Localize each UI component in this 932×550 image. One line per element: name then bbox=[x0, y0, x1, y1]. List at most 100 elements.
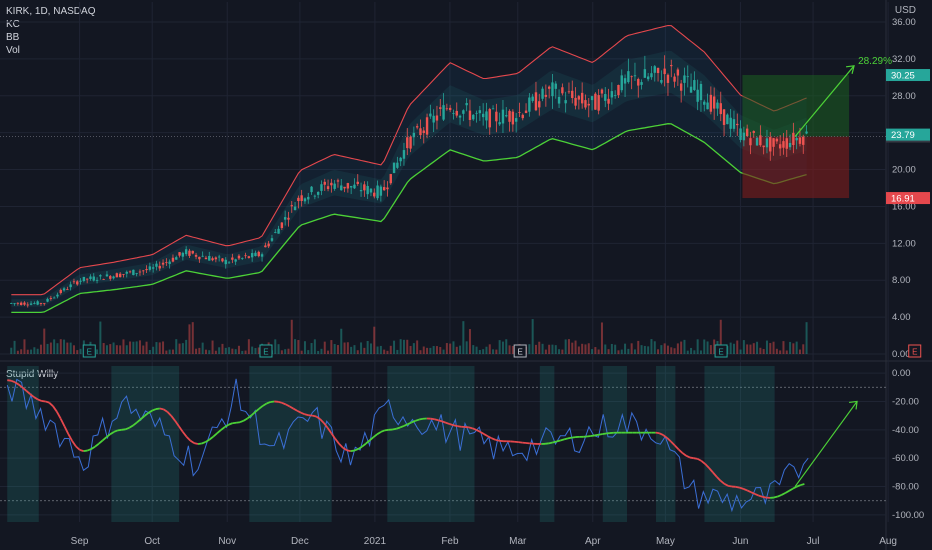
candle-body bbox=[630, 76, 633, 78]
volume-bar bbox=[211, 340, 214, 354]
willy-signal-line bbox=[392, 427, 397, 431]
indicator-vol[interactable]: Vol bbox=[6, 45, 20, 56]
candle-body bbox=[10, 303, 13, 304]
volume-bar bbox=[719, 319, 722, 354]
candle-body bbox=[43, 303, 46, 305]
volume-bar bbox=[676, 343, 679, 354]
volume-bar bbox=[224, 347, 227, 354]
candle-body bbox=[283, 217, 287, 220]
x-tick-label: 2021 bbox=[364, 536, 387, 547]
volume-bar bbox=[175, 339, 178, 354]
volume-bar bbox=[468, 329, 471, 354]
volume-bar bbox=[214, 350, 217, 354]
candle-body bbox=[693, 80, 696, 90]
candle-body bbox=[762, 145, 765, 148]
willy-signal-line bbox=[457, 425, 462, 428]
willy-signal-line bbox=[128, 424, 134, 429]
volume-bar bbox=[251, 346, 254, 354]
indicator-bb[interactable]: BB bbox=[6, 32, 20, 43]
willy-signal-line bbox=[323, 422, 329, 429]
candle-body bbox=[392, 162, 396, 173]
willy-signal-line bbox=[75, 445, 81, 451]
volume-bar bbox=[571, 342, 574, 354]
candle-body bbox=[191, 250, 194, 254]
volume-bar bbox=[350, 346, 353, 354]
candle-body bbox=[237, 255, 241, 259]
volume-bar bbox=[112, 342, 115, 354]
candle-body bbox=[435, 115, 439, 121]
candle-body bbox=[769, 137, 772, 152]
volume-bar bbox=[356, 350, 359, 354]
willy-signal-line bbox=[662, 434, 668, 439]
symbol-title[interactable]: KIRK, 1D, NASDAQ bbox=[6, 6, 96, 17]
volume-bar bbox=[66, 342, 69, 354]
candle-body bbox=[118, 273, 122, 278]
willy-signal-line bbox=[300, 411, 306, 416]
volume-bar bbox=[660, 345, 663, 354]
candle-body bbox=[802, 136, 805, 145]
indicator-kc[interactable]: KC bbox=[6, 19, 20, 30]
volume-bar bbox=[33, 347, 36, 354]
volume-bar bbox=[201, 342, 204, 354]
willy-signal-line bbox=[117, 428, 122, 432]
candle-body bbox=[419, 128, 422, 136]
willy-signal-line bbox=[224, 423, 229, 428]
volume-bar bbox=[280, 350, 283, 354]
volume-bar bbox=[386, 350, 389, 354]
candle-body bbox=[69, 284, 72, 288]
currency-label: USD bbox=[894, 5, 916, 16]
target-zone bbox=[742, 75, 850, 137]
candle-body bbox=[349, 186, 353, 188]
volume-bar bbox=[584, 344, 587, 354]
candle-body bbox=[752, 131, 755, 133]
volume-bar bbox=[36, 348, 39, 354]
candle-body bbox=[201, 255, 204, 257]
willy-signal-line bbox=[350, 449, 355, 452]
candle-body bbox=[686, 76, 689, 78]
candle-body bbox=[528, 97, 531, 112]
willy-signal-line bbox=[479, 431, 485, 435]
volume-bar bbox=[323, 341, 326, 354]
volume-bar bbox=[696, 339, 699, 354]
volume-bar bbox=[732, 343, 735, 354]
candle-body bbox=[310, 186, 313, 193]
volume-bar bbox=[581, 343, 584, 354]
volume-bar bbox=[416, 340, 419, 354]
willy-signal-line bbox=[719, 480, 725, 485]
volume-bar bbox=[561, 349, 564, 354]
volume-bar bbox=[752, 343, 755, 354]
bollinger-fill bbox=[11, 25, 807, 313]
oscillator-title[interactable]: Stupid Willy bbox=[6, 369, 59, 380]
willy-signal-line bbox=[232, 421, 237, 425]
price-tag bbox=[886, 69, 930, 82]
volume-bar bbox=[399, 339, 402, 354]
candle-body bbox=[307, 196, 310, 200]
volume-bar bbox=[802, 344, 805, 354]
willy-signal-line bbox=[292, 407, 298, 412]
willy-signal-line bbox=[598, 433, 603, 436]
candle-body bbox=[366, 185, 369, 195]
willy-signal-line bbox=[330, 432, 337, 440]
candle-body bbox=[89, 276, 92, 280]
volume-bar bbox=[633, 349, 636, 354]
candle-body bbox=[709, 94, 713, 112]
volume-bar bbox=[69, 342, 72, 354]
willy-signal-line bbox=[483, 433, 489, 438]
volume-bar bbox=[690, 347, 693, 354]
willy-signal-line bbox=[716, 476, 722, 482]
willy-signal-line bbox=[144, 412, 149, 417]
volume-bar bbox=[168, 349, 171, 354]
candle-body bbox=[379, 186, 383, 196]
volume-bar bbox=[495, 349, 498, 354]
willy-signal-line bbox=[746, 489, 752, 494]
willy-signal-line bbox=[708, 467, 714, 473]
candle-body bbox=[376, 185, 379, 199]
willy-signal-line bbox=[197, 442, 202, 445]
candle-body bbox=[178, 252, 181, 256]
volume-bar bbox=[379, 345, 382, 354]
candle-body bbox=[719, 103, 722, 115]
willy-signal-line bbox=[700, 460, 706, 465]
willy-signal-line bbox=[205, 438, 210, 443]
earnings-marker-label: E bbox=[87, 348, 92, 357]
